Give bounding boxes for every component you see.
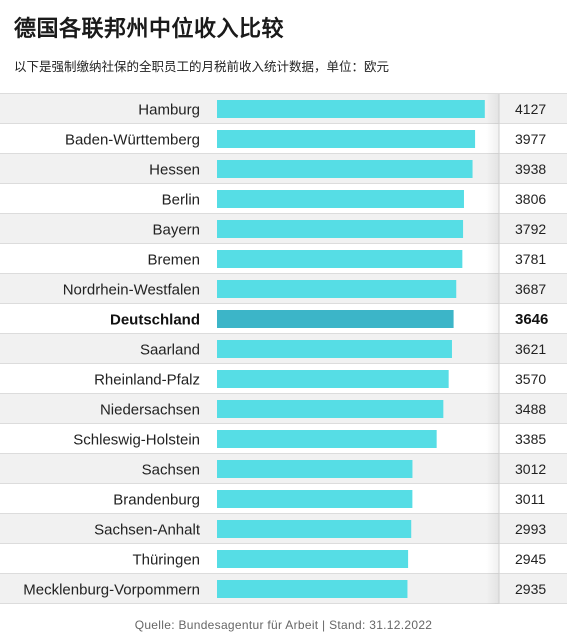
value-label: 3687 bbox=[515, 281, 546, 297]
value-label: 3806 bbox=[515, 191, 546, 207]
chart-subtitle: 以下是强制缴纳社保的全职员工的月税前收入统计数据，单位：欧元 bbox=[14, 59, 390, 74]
category-label: Baden-Württemberg bbox=[65, 132, 200, 149]
category-label: Berlin bbox=[162, 192, 200, 209]
bar bbox=[217, 130, 476, 148]
bar bbox=[217, 190, 464, 208]
category-label: Sachsen bbox=[142, 462, 200, 479]
bar bbox=[217, 400, 444, 418]
category-label: Rheinland-Pfalz bbox=[94, 372, 200, 389]
category-label: Bremen bbox=[147, 252, 200, 269]
value-label: 3938 bbox=[515, 161, 546, 177]
value-label: 3012 bbox=[515, 461, 546, 477]
bar bbox=[217, 220, 464, 238]
bar bbox=[217, 160, 473, 178]
bar bbox=[217, 550, 409, 568]
value-label: 3792 bbox=[515, 221, 546, 237]
chart-title: 德国各联邦州中位收入比较 bbox=[14, 17, 285, 42]
category-label: Nordrhein-Westfalen bbox=[63, 282, 200, 299]
bar bbox=[217, 250, 463, 268]
value-label: 3781 bbox=[515, 251, 546, 267]
category-label: Sachsen-Anhalt bbox=[94, 522, 201, 539]
source-note: Quelle: Bundesagentur für Arbeit | Stand… bbox=[134, 618, 433, 632]
category-label: Bayern bbox=[152, 222, 200, 239]
bar bbox=[217, 370, 449, 388]
category-label: Saarland bbox=[140, 342, 200, 359]
bar bbox=[217, 580, 408, 598]
category-label: Hessen bbox=[149, 162, 200, 179]
value-label: 4127 bbox=[515, 101, 546, 117]
category-label: Deutschland bbox=[110, 312, 200, 329]
bar bbox=[217, 490, 413, 508]
value-label: 3621 bbox=[515, 341, 546, 357]
bar bbox=[217, 520, 412, 538]
category-label: Schleswig-Holstein bbox=[73, 432, 200, 449]
value-label: 3570 bbox=[515, 371, 546, 387]
bar-chart: Hamburg 4127 Baden-Württemberg 3977 Hessen 39… bbox=[0, 93, 567, 604]
bar bbox=[217, 310, 454, 328]
value-label: 3011 bbox=[515, 491, 545, 507]
value-label: 3646 bbox=[515, 311, 548, 328]
category-label: Thüringen bbox=[132, 552, 200, 569]
category-label: Mecklenburg-Vorpommern bbox=[23, 582, 200, 599]
category-label: Brandenburg bbox=[113, 492, 200, 509]
value-label: 3488 bbox=[515, 401, 546, 417]
bar bbox=[217, 340, 452, 358]
value-label: 3385 bbox=[515, 431, 546, 447]
category-label: Hamburg bbox=[138, 102, 200, 119]
value-label: 3977 bbox=[515, 131, 546, 147]
column-shadow bbox=[486, 94, 499, 604]
value-label: 2945 bbox=[515, 551, 546, 567]
bar bbox=[217, 430, 437, 448]
bar bbox=[217, 460, 413, 478]
bar bbox=[217, 100, 485, 118]
value-label: 2935 bbox=[515, 581, 546, 597]
category-label: Niedersachsen bbox=[100, 402, 200, 419]
bar bbox=[217, 280, 457, 298]
value-label: 2993 bbox=[515, 521, 546, 537]
